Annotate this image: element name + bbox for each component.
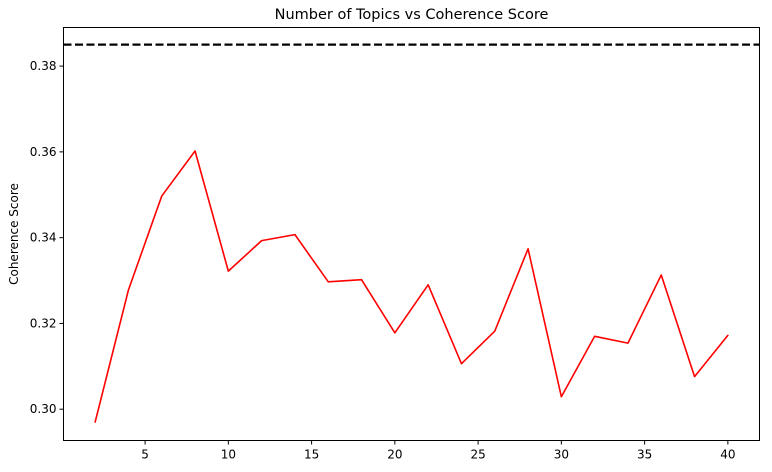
plot-area: 0.2970.32780.34970.36020.33220.33930.340… — [30, 43, 760, 462]
data-point-0-12: 0.3182 — [493, 329, 497, 333]
plot-frame — [63, 27, 760, 441]
data-point-0-3: 0.3602 — [193, 149, 197, 153]
x-tick-label-2: 15 — [304, 448, 319, 462]
data-point-0-4: 0.3322 — [226, 269, 230, 273]
data-point-0-7: 0.3297 — [326, 280, 330, 284]
x-tick-label-5: 30 — [554, 448, 569, 462]
data-point-0-19: 0.3172 — [726, 333, 730, 337]
data-point-0-17: 0.3313 — [659, 273, 663, 277]
y-tick-label-3: 0.36 — [30, 145, 57, 159]
data-point-0-14: 0.3029 — [559, 395, 563, 399]
data-point-0-13: 0.3374 — [526, 247, 530, 251]
series-line-0 — [94, 150, 729, 423]
data-point-0-6: 0.3407 — [293, 233, 297, 237]
x-tick-label-1: 10 — [221, 448, 236, 462]
y-tick-label-0: 0.30 — [30, 402, 57, 416]
x-tick-label-6: 35 — [637, 448, 652, 462]
data-point-0-9: 0.3178 — [393, 331, 397, 335]
x-tick-label-4: 25 — [470, 448, 485, 462]
data-point-0-11: 0.3106 — [459, 362, 463, 366]
y-tick-label-2: 0.34 — [30, 231, 57, 245]
chart-title: Number of Topics vs Coherence Score — [275, 7, 549, 23]
y-tick-label-1: 0.32 — [30, 316, 57, 330]
data-point-0-2: 0.3497 — [160, 194, 164, 198]
y-tick-label-4: 0.38 — [30, 59, 57, 73]
x-tick-label-0: 5 — [141, 448, 149, 462]
x-tick-label-3: 20 — [387, 448, 402, 462]
data-point-0-18: 0.3076 — [693, 375, 697, 379]
data-point-0-1: 0.3278 — [126, 288, 130, 292]
data-point-0-10: 0.329 — [426, 283, 430, 287]
x-tick-label-7: 40 — [720, 448, 735, 462]
data-point-0-8: 0.3302 — [360, 278, 364, 282]
y-axis-title: Coherence Score — [7, 183, 21, 285]
data-point-0-5: 0.3393 — [260, 239, 264, 243]
data-point-0-0: 0.297 — [93, 420, 97, 424]
data-point-0-16: 0.3154 — [626, 341, 630, 345]
data-point-0-15: 0.317 — [593, 334, 597, 338]
